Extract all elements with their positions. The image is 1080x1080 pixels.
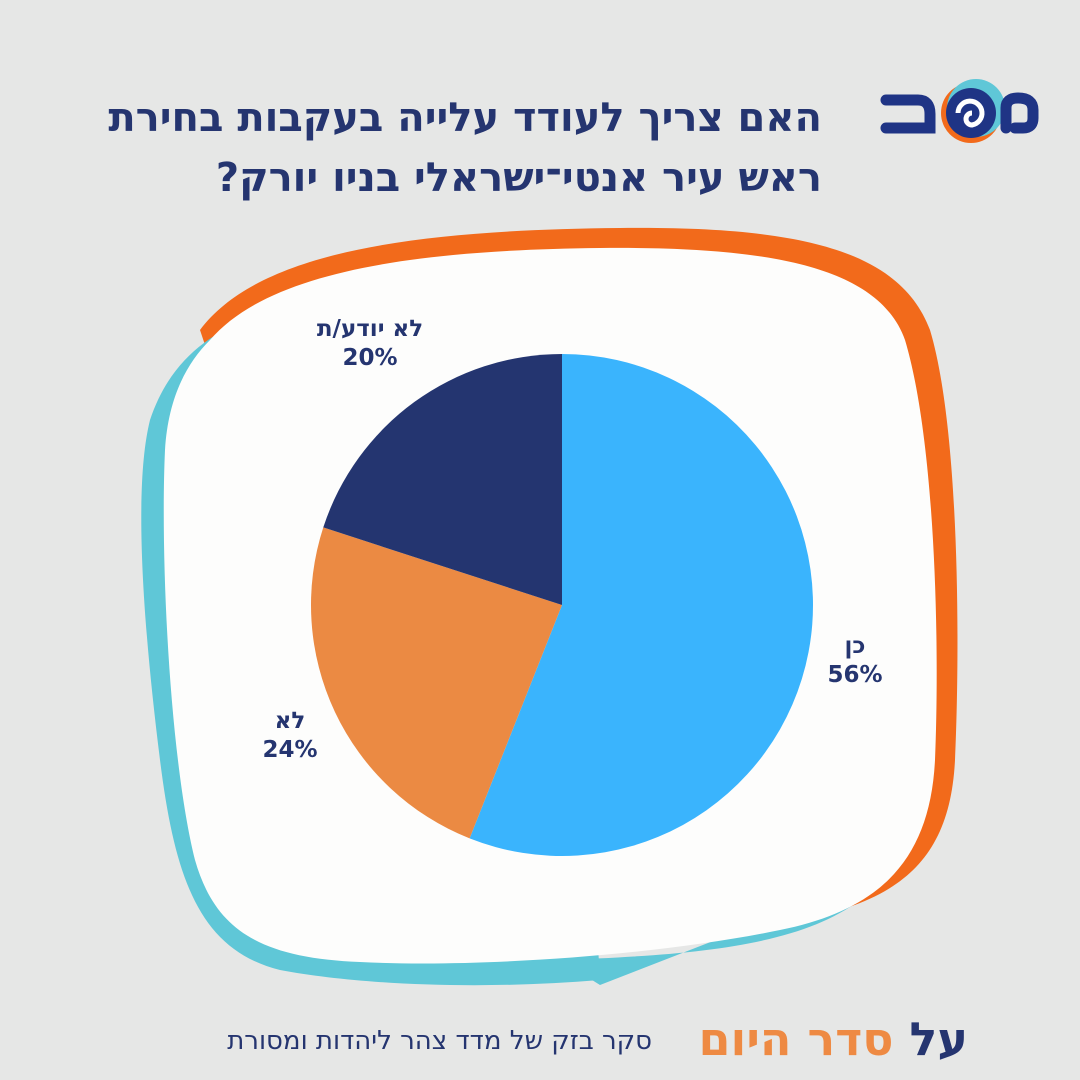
slice-name: לא יודע/ת	[316, 316, 424, 342]
slice-name: כן	[844, 633, 866, 659]
slice-label-yes: כן 56%	[810, 632, 900, 690]
slice-label-dont-know: לא יודע/ת 20%	[300, 315, 440, 373]
logo	[878, 78, 1043, 148]
slice-value: 24%	[262, 737, 318, 763]
brand-accent: סדר היום	[698, 1012, 894, 1066]
pie-slice-2	[323, 354, 562, 605]
logo-mark-icon	[880, 79, 1039, 143]
pie-chart	[311, 354, 813, 856]
footer-caption: סקר בזק של מדד צהר ליהדות ומסורת	[227, 1026, 652, 1056]
slice-name: לא	[274, 708, 306, 734]
slice-label-no: לא 24%	[245, 707, 335, 765]
slice-value: 20%	[342, 345, 398, 371]
footer-brand: על סדר היום	[699, 1012, 968, 1066]
pie-slice-0	[469, 354, 813, 856]
pie-slice-1	[311, 527, 562, 839]
slice-value: 56%	[827, 662, 883, 688]
chart-title: האם צריך לעודד עלייה בעקבות בחירת ראש עי…	[108, 95, 822, 201]
brand-prefix: על	[909, 1012, 968, 1066]
